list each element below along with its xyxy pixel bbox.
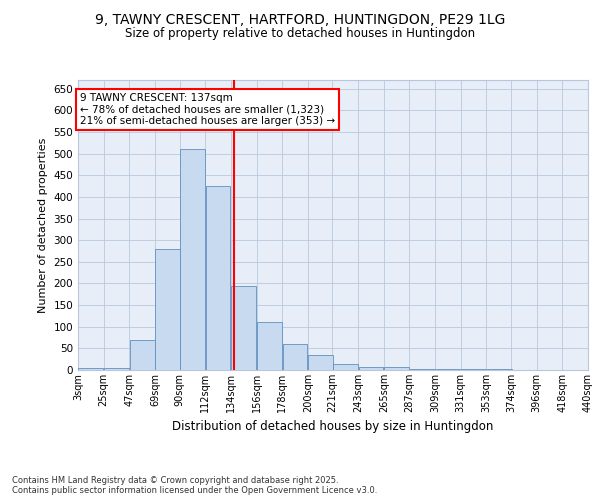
Bar xyxy=(487,369,512,370)
Text: 9 TAWNY CRESCENT: 137sqm
← 78% of detached houses are smaller (1,323)
21% of sem: 9 TAWNY CRESCENT: 137sqm ← 78% of detach… xyxy=(80,93,335,126)
Y-axis label: Number of detached properties: Number of detached properties xyxy=(38,138,48,312)
Bar xyxy=(308,355,333,370)
Bar xyxy=(359,366,383,370)
Bar xyxy=(436,368,460,370)
Text: Size of property relative to detached houses in Huntingdon: Size of property relative to detached ho… xyxy=(125,28,475,40)
Bar xyxy=(257,322,282,370)
X-axis label: Distribution of detached houses by size in Huntingdon: Distribution of detached houses by size … xyxy=(172,420,494,434)
Bar xyxy=(461,369,486,370)
Bar xyxy=(283,344,307,370)
Bar xyxy=(333,364,358,370)
Text: 9, TAWNY CRESCENT, HARTFORD, HUNTINGDON, PE29 1LG: 9, TAWNY CRESCENT, HARTFORD, HUNTINGDON,… xyxy=(95,12,505,26)
Bar xyxy=(155,249,180,370)
Bar xyxy=(79,368,103,370)
Bar xyxy=(206,186,230,370)
Bar xyxy=(384,366,409,370)
Bar xyxy=(232,286,256,370)
Bar xyxy=(104,368,129,370)
Bar xyxy=(180,150,205,370)
Bar xyxy=(130,340,155,370)
Text: Contains HM Land Registry data © Crown copyright and database right 2025.
Contai: Contains HM Land Registry data © Crown c… xyxy=(12,476,377,495)
Bar xyxy=(410,368,434,370)
